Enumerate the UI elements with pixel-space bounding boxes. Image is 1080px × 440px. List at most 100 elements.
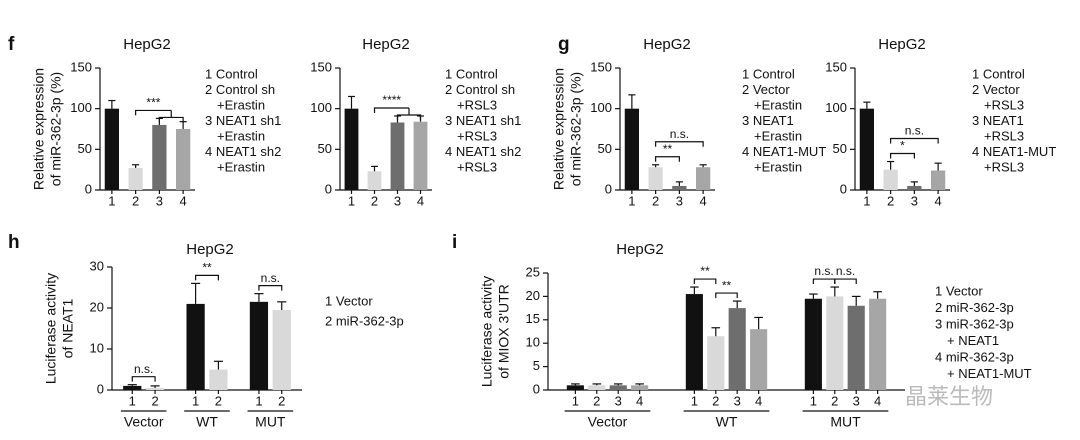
legend-text: +RSL3	[457, 97, 497, 112]
y-tick-label: 50	[318, 141, 332, 156]
legend-text: 1 Control	[972, 66, 1025, 81]
y-tick-label: 5	[533, 358, 540, 373]
legend-text: 3 NEAT1 sh1	[205, 113, 281, 128]
bar	[249, 301, 269, 390]
bar	[826, 296, 844, 390]
significance-bracket	[693, 278, 717, 285]
significance-label: *	[900, 139, 905, 153]
bar	[859, 108, 874, 190]
significance-bracket	[131, 376, 156, 382]
bar	[728, 308, 746, 390]
chart-title: HepG2	[643, 36, 691, 53]
significance-bracket	[834, 278, 857, 285]
y-tick-label: 30	[90, 258, 104, 273]
bar	[883, 169, 898, 190]
x-tick-label: 1	[810, 393, 817, 408]
legend-text: +Erastin	[754, 128, 802, 143]
chart-title: HepG2	[362, 36, 410, 53]
x-tick-label: 3	[676, 193, 683, 208]
legend-text: 2 miR-362-3p	[935, 300, 1014, 315]
significance-label: **	[663, 142, 673, 156]
x-tick-label: 2	[652, 193, 659, 208]
y-axis-label: of miR-362-3p (%)	[568, 72, 584, 186]
significance-label: n.s.	[905, 124, 924, 138]
y-tick-label: 0	[97, 381, 104, 396]
y-tick-label: 0	[85, 181, 92, 196]
legend-text: 2 Control sh	[205, 82, 275, 97]
x-tick-label: 3	[911, 193, 918, 208]
x-tick-label: 2	[593, 393, 600, 408]
significance-label: n.s.	[134, 362, 153, 376]
watermark: 晶莱生物	[905, 384, 993, 409]
legend-text: 2 Vector	[972, 82, 1020, 97]
y-axis-label: of MIOX 3'UTR	[496, 284, 512, 378]
x-tick-label: 4	[700, 193, 707, 208]
legend-text: + NEAT1-MUT	[947, 366, 1032, 381]
significance-bracket	[655, 141, 704, 147]
legend-text: 4 miR-362-3p	[935, 349, 1014, 364]
bar	[367, 171, 382, 190]
x-tick-label: 3	[615, 393, 622, 408]
bar	[696, 167, 711, 190]
y-tick-label: 50	[598, 141, 612, 156]
group-label: WT	[716, 414, 738, 430]
group-label: WT	[196, 414, 218, 430]
bar	[685, 294, 703, 390]
chart-title: HepG2	[616, 241, 664, 258]
y-tick-label: 100	[310, 100, 332, 115]
legend-text: +RSL3	[984, 159, 1024, 174]
chart-title: HepG2	[123, 36, 171, 53]
group-label: MUT	[830, 414, 861, 430]
significance-bracket	[655, 156, 680, 162]
significance-label: n.s.	[836, 264, 855, 278]
bar	[672, 185, 687, 190]
group-label: Vector	[124, 414, 164, 430]
bar	[588, 385, 606, 390]
bar	[624, 108, 639, 190]
y-tick-label: 20	[526, 288, 540, 303]
y-axis-label: Relative expression	[31, 68, 47, 190]
x-tick-label: 4	[874, 393, 881, 408]
significance-label: **	[700, 264, 710, 278]
legend-text: 3 NEAT1 sh1	[445, 113, 521, 128]
significance-label: n.s.	[814, 264, 833, 278]
legend-text: 2 Vector	[742, 82, 790, 97]
legend-text: 3 NEAT1	[742, 113, 794, 128]
y-axis-label: of miR-362-3p (%)	[48, 72, 64, 186]
bar	[186, 303, 205, 390]
bar	[804, 298, 822, 390]
x-tick-label: 4	[755, 393, 762, 408]
significance-label: **	[722, 278, 732, 292]
x-tick-label: 2	[215, 393, 222, 408]
legend-text: +RSL3	[984, 97, 1024, 112]
x-tick-label: 4	[180, 193, 187, 208]
significance-bracket	[373, 107, 409, 113]
legend-text: 1 Control	[445, 66, 498, 81]
x-tick-label: 4	[636, 393, 643, 408]
bar	[931, 170, 946, 190]
x-tick-label: 2	[887, 193, 894, 208]
legend-text: 4 NEAT1-MUT	[742, 144, 826, 159]
significance-bracket	[135, 109, 172, 116]
legend-text: +Erastin	[217, 128, 265, 143]
y-tick-label: 100	[590, 100, 612, 115]
legend-text: 1 Vector	[935, 283, 983, 298]
x-tick-label: 1	[348, 193, 355, 208]
legend-text: 1 Control	[205, 66, 258, 81]
bar	[648, 167, 663, 190]
x-tick-label: 1	[628, 193, 635, 208]
legend-text: +RSL3	[457, 159, 497, 174]
y-tick-label: 0	[605, 181, 612, 196]
y-axis-label: Luciferase activity	[43, 273, 59, 384]
legend-text: +Erastin	[754, 97, 802, 112]
significance-label: ***	[146, 96, 160, 110]
bar	[176, 129, 191, 190]
bar	[390, 122, 405, 190]
legend-text: +Erastin	[754, 159, 802, 174]
legend-text: 3 NEAT1	[972, 113, 1024, 128]
y-tick-label: 50	[78, 141, 92, 156]
bar	[631, 385, 649, 390]
y-tick-label: 20	[90, 299, 104, 314]
significance-bracket	[715, 292, 738, 299]
